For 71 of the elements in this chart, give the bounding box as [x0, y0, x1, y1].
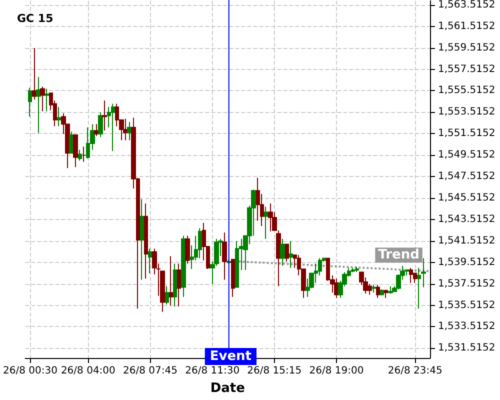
candlestick — [173, 263, 177, 308]
candlestick — [376, 284, 380, 298]
y-tick-label: 1,531.5152 — [438, 342, 496, 354]
y-tick-label: 1,539.5152 — [438, 256, 496, 268]
candlestick — [181, 235, 186, 298]
candlestick — [198, 228, 202, 259]
candlestick — [73, 134, 78, 168]
y-tick-label: 1,555.5152 — [438, 85, 496, 96]
candlestick — [32, 48, 37, 100]
candlestick — [409, 267, 413, 284]
y-tick-label: 1,535.5152 — [438, 300, 496, 311]
y-tick-label: 1,551.5152 — [438, 128, 496, 140]
x-tick-label: 26/8 11:30 — [185, 366, 240, 376]
candlestick — [285, 244, 289, 262]
x-tick-label: 26/8 07:45 — [123, 366, 178, 376]
candlestick — [40, 86, 45, 112]
candlestick — [123, 118, 128, 141]
x-tick-label: 26/8 15:15 — [247, 366, 302, 376]
ref-line-label: Event — [210, 349, 252, 364]
candlestick — [78, 149, 82, 162]
candlestick — [417, 267, 421, 310]
candlestick — [45, 88, 49, 112]
y-tick-label: 1,537.5152 — [438, 278, 496, 290]
y-tick-label: 1,557.5152 — [438, 64, 496, 75]
x-tick-label: 26/8 23:45 — [388, 366, 442, 376]
candlestick — [380, 288, 384, 296]
candlestick — [185, 235, 190, 264]
candlestick — [355, 266, 359, 273]
y-tick-label: 1,559.5152 — [438, 42, 496, 54]
x-tick-label: 26/8 04:00 — [60, 366, 116, 376]
candlestick — [36, 76, 41, 134]
y-tick-label: 1,541.5152 — [438, 235, 496, 246]
candlestick — [111, 103, 115, 152]
candlestick — [384, 290, 388, 298]
candlestick — [388, 286, 393, 294]
series-label: Trend — [378, 248, 420, 263]
x-tick-label: 26/8 19:00 — [309, 366, 364, 376]
candlestick — [165, 286, 169, 305]
candlestick — [127, 122, 132, 141]
y-tick-label: 1,533.5152 — [438, 321, 496, 332]
y-tick-label: 1,553.5152 — [438, 106, 496, 118]
candlestick — [268, 203, 273, 232]
y-tick-label: 1,543.5152 — [438, 214, 496, 225]
candlestick — [222, 232, 227, 280]
candlestick — [371, 284, 376, 294]
candlestick — [82, 146, 86, 162]
candlestick — [144, 203, 148, 280]
y-tick-label: 1,561.5152 — [438, 20, 496, 32]
y-tick-label: 1,563.5152 — [438, 0, 496, 10]
y-tick-label: 1,545.5152 — [438, 192, 496, 204]
candlestick — [231, 258, 235, 298]
candlestick — [264, 206, 268, 240]
candlestick — [98, 112, 103, 138]
y-tick-label: 1,549.5152 — [438, 150, 496, 161]
candlestick — [57, 106, 61, 127]
candlestick — [148, 248, 152, 274]
candlestick — [169, 256, 173, 306]
candlestick — [28, 87, 32, 118]
candlestick — [421, 258, 426, 288]
y-tick-label: 1,547.5152 — [438, 171, 496, 182]
candlestick — [94, 124, 99, 136]
candlestick — [235, 240, 239, 288]
candlestick — [102, 100, 107, 132]
candlestick — [177, 263, 181, 308]
candlestick — [351, 267, 355, 273]
candlestick — [289, 240, 293, 268]
candlestick — [140, 198, 144, 280]
x-axis-title: Date — [210, 381, 246, 396]
candlestick — [280, 238, 285, 266]
x-tick-label: 26/8 00:30 — [3, 366, 58, 376]
text: GC 15 — [17, 12, 54, 25]
